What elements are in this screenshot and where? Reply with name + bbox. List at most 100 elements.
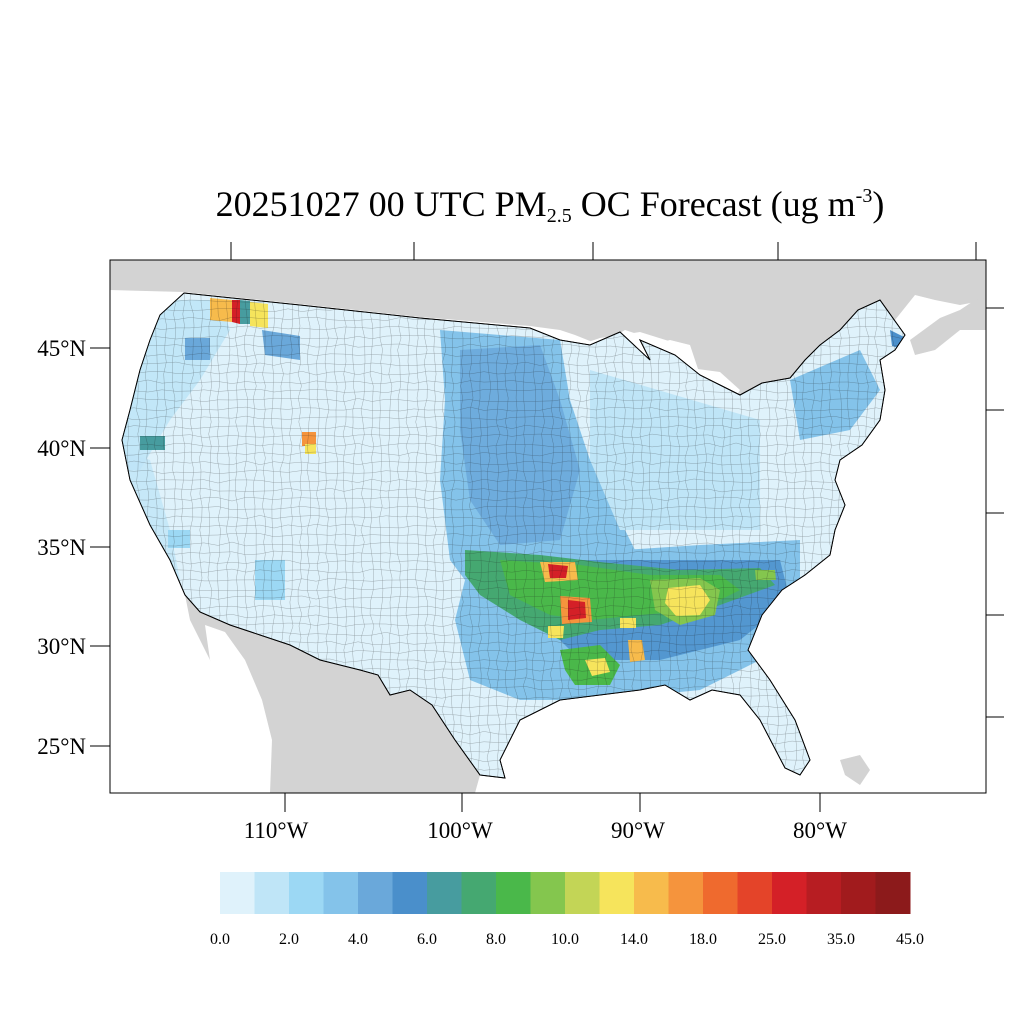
map-frame: [109, 259, 987, 794]
colorbar-swatch: [358, 872, 393, 914]
county-line: [486, 293, 492, 778]
colorbar-swatch: [599, 872, 635, 914]
lat-label-30n: 30°N: [37, 634, 86, 659]
county-line: [122, 514, 905, 519]
county-line: [441, 293, 447, 778]
county-line: [122, 559, 905, 565]
colorbar-label: 35.0: [827, 931, 855, 948]
lat-label-35n: 35°N: [37, 535, 86, 560]
title-middle: OC Forecast (ug m: [571, 184, 856, 224]
county-line: [122, 460, 905, 466]
county-line: [504, 293, 510, 778]
county-line: [423, 293, 429, 778]
county-line: [122, 442, 905, 448]
county-line: [459, 293, 464, 778]
county-line: [540, 293, 546, 778]
field-ok-red: [548, 564, 568, 578]
county-line: [450, 293, 456, 778]
field-orange-la: [628, 640, 645, 662]
title-superscript: -3: [855, 185, 873, 207]
title-suffix: ): [872, 184, 885, 224]
colorbar-swatch: [496, 872, 531, 914]
lat-label-40n: 40°N: [37, 436, 86, 461]
colorbar-label: 10.0: [551, 931, 579, 948]
colorbar-swatch: [220, 872, 255, 914]
county-line: [122, 415, 905, 421]
county-line: [122, 505, 905, 511]
colorbar-label: 4.0: [348, 931, 368, 948]
county-line: [122, 406, 905, 412]
field-mt-teal: [240, 300, 250, 324]
canada-land: [110, 260, 986, 395]
field-mt-red: [232, 300, 240, 324]
maritimes-land: [910, 298, 986, 355]
tick-marks: [90, 242, 1004, 812]
field-mt-blue: [262, 330, 300, 360]
county-line: [531, 293, 537, 778]
lon-label-90w: 90°W: [611, 818, 665, 843]
lon-label-110w: 110°W: [244, 818, 309, 843]
county-line: [477, 293, 482, 778]
colorbar-swatch: [254, 872, 290, 914]
field-mt-yellow: [250, 302, 268, 328]
county-line: [122, 550, 905, 556]
field-yellow-ms: [665, 585, 710, 616]
county-line: [122, 587, 905, 591]
colorbar-swatch: [772, 872, 807, 914]
map-area: [110, 260, 986, 793]
baja-gulf: [205, 625, 272, 793]
colorbar-label: 18.0: [689, 931, 717, 948]
field-nevada-blue: [168, 530, 190, 548]
colorbar: 0.0 2.0 4.0 6.0 8.0 10.0 14.0 18.0 25.0 35.0 45.0: [210, 872, 924, 948]
county-line: [122, 595, 905, 601]
title-subscript: 2.5: [546, 205, 572, 227]
county-line: [122, 578, 905, 583]
lat-label-45n: 45°N: [37, 336, 86, 361]
colorbar-swatch: [461, 872, 497, 914]
county-line: [122, 524, 905, 529]
field-wy-yellow: [305, 444, 316, 454]
field-or-teal: [140, 436, 165, 450]
county-line: [513, 293, 519, 778]
county-line: [432, 293, 438, 778]
colorbar-swatch: [323, 872, 359, 914]
colorbar-swatch: [703, 872, 738, 914]
colorbar-label: 6.0: [417, 931, 437, 948]
colorbar-swatch: [841, 872, 876, 914]
county-line: [559, 293, 564, 778]
county-line: [495, 293, 501, 778]
concentration-field: [122, 298, 905, 700]
county-line: [122, 568, 905, 574]
us-outline: [121, 292, 906, 779]
county-line: [122, 397, 905, 402]
colorbar-swatch: [806, 872, 842, 914]
colorbar-label: 45.0: [896, 931, 924, 948]
county-line: [549, 293, 555, 778]
colorbar-swatch: [737, 872, 773, 914]
field-wa-blue: [185, 338, 210, 360]
field-maine-blue: [890, 330, 905, 350]
field-ut-blue: [255, 560, 285, 600]
county-line: [122, 389, 905, 394]
field-wy-orange: [302, 432, 316, 446]
county-line: [122, 541, 905, 547]
field-midwest: [590, 370, 760, 530]
map-title: 20251027 00 UTC PM2.5 OC Forecast (ug m-…: [0, 183, 1024, 227]
colorbar-swatch: [668, 872, 704, 914]
county-line: [122, 451, 905, 457]
field-california-coast: [122, 450, 180, 580]
field-yellow-la: [585, 658, 610, 676]
county-line: [122, 533, 905, 537]
county-line: [122, 433, 905, 439]
field-green-ga: [755, 570, 776, 580]
field-yellow-ar: [620, 618, 636, 628]
colorbar-label: 25.0: [758, 931, 786, 948]
colorbar-swatch: [634, 872, 669, 914]
title-prefix: 20251027 00 UTC PM: [215, 184, 547, 224]
county-line: [122, 487, 905, 493]
colorbar-swatch: [530, 872, 566, 914]
field-yellow-tx: [548, 626, 564, 638]
colorbar-swatch: [875, 872, 911, 914]
lon-label-100w: 100°W: [427, 818, 493, 843]
